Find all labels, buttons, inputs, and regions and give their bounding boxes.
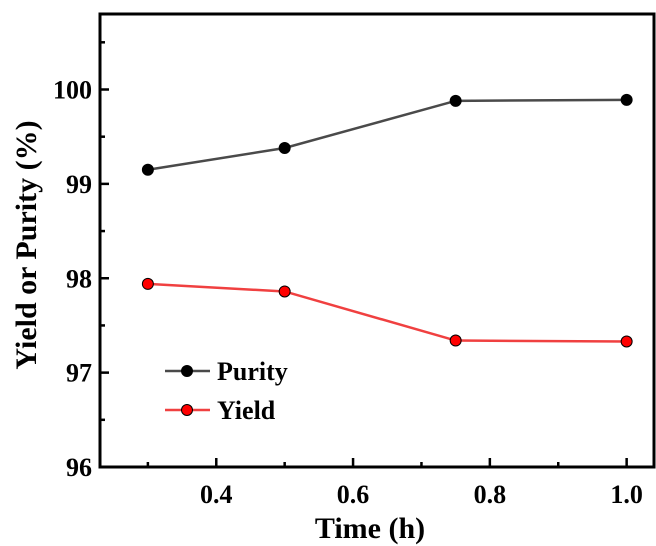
- legend-marker-purity: [181, 365, 193, 377]
- series-line-purity: [147, 98, 627, 171]
- legend-label-purity: Purity: [217, 357, 288, 386]
- data-point-purity: [620, 93, 633, 106]
- x-tick-label: 0.4: [200, 480, 233, 509]
- y-tick-label: 96: [66, 453, 92, 482]
- y-tick-label: 98: [66, 264, 92, 293]
- data-point-yield: [620, 335, 633, 348]
- y-tick-label: 97: [66, 359, 92, 388]
- y-tick-label: 100: [53, 76, 92, 105]
- y-tick-label: 99: [66, 170, 92, 199]
- data-point-purity: [278, 142, 291, 155]
- x-tick-label: 0.8: [474, 480, 507, 509]
- data-point-yield: [449, 334, 462, 347]
- legend-marker-yield: [181, 404, 193, 416]
- y-axis-title: Yield or Purity (%): [10, 120, 43, 369]
- x-tick-label: 1.0: [610, 480, 643, 509]
- data-point-purity: [141, 163, 154, 176]
- plot-frame: [98, 12, 656, 469]
- x-tick-label: 0.6: [337, 480, 370, 509]
- data-point-purity: [449, 94, 462, 107]
- legend-label-yield: Yield: [217, 396, 276, 425]
- data-point-yield: [141, 277, 154, 290]
- series-line-yield: [147, 282, 627, 343]
- data-point-yield: [278, 285, 291, 298]
- x-axis-title: Time (h): [315, 512, 425, 545]
